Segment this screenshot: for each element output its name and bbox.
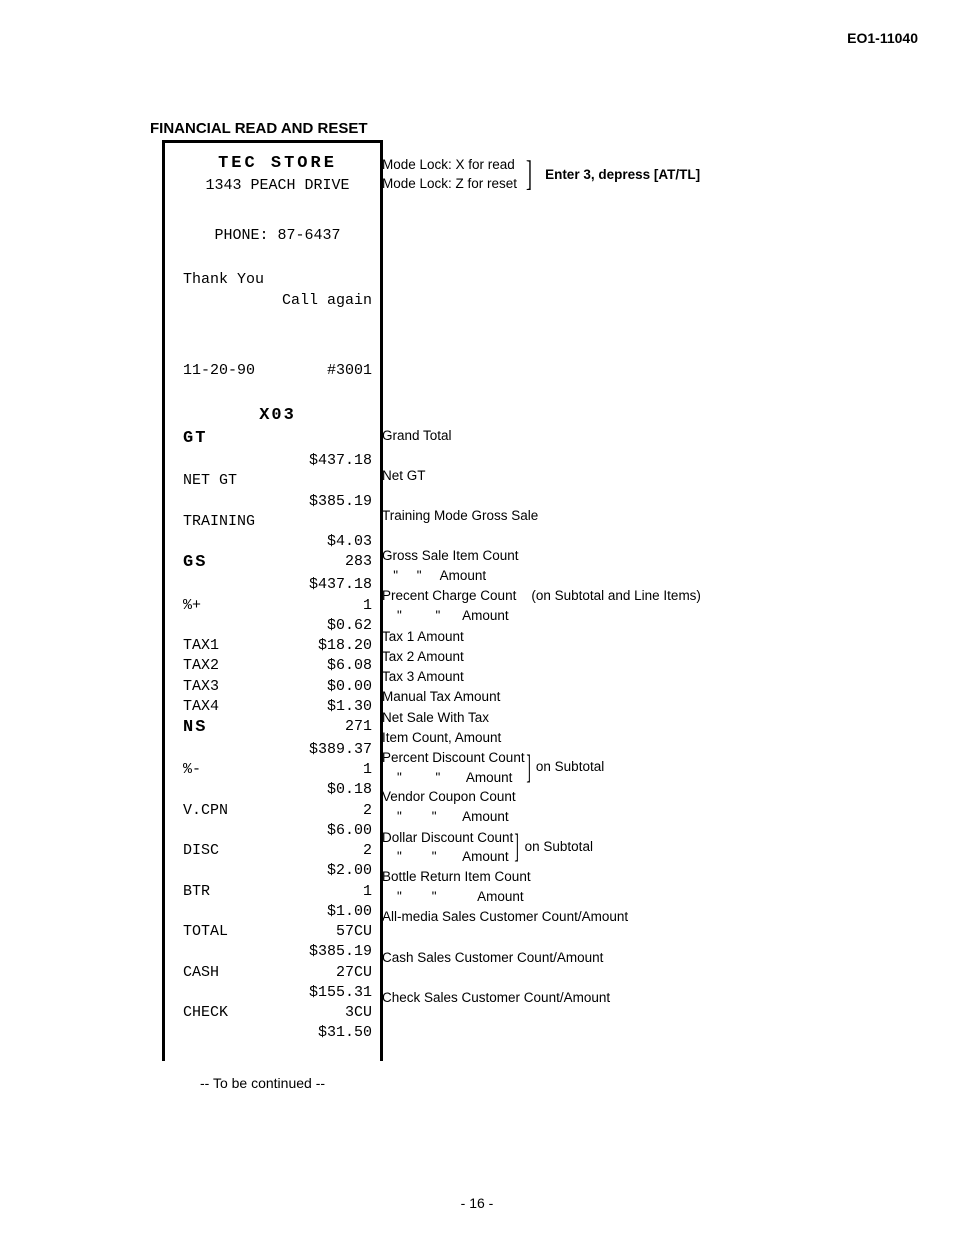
receipt-row: TRAINING [183,512,372,532]
report-code: X03 [183,405,372,428]
receipt-row: %+1 [183,596,372,616]
bracket-icon: ] [526,159,532,187]
ann-training: Training Mode Gross Sale [382,506,922,526]
receipt-row: %-1 [183,760,372,780]
ann-total: All-media Sales Customer Count/Amount [382,907,922,927]
enter-instruction: Enter 3, depress [AT/TL] [545,167,700,182]
receipt-row: GS283 [183,552,372,575]
page-number: - 16 - [0,1195,954,1211]
ann-tax4: Manual Tax Amount [382,687,922,707]
receipt-row: DISC2 [183,841,372,861]
store-address: 1343 PEACH DRIVE [183,176,372,196]
receipt-row: $0.18 [183,780,372,800]
mode-lock-z: Mode Lock: Z for reset [382,175,517,194]
ann-tax3: Tax 3 Amount [382,667,922,687]
receipt-row: $385.19 [183,492,372,512]
receipt-box: TEC STORE 1343 PEACH DRIVE PHONE: 87-643… [162,140,383,1061]
receipt-row: TOTAL57CU [183,922,372,942]
ann-pc2: " " Amount [382,606,922,626]
store-name: TEC STORE [183,153,372,176]
section-title: FINANCIAL READ AND RESET [150,120,368,137]
ann-netgt: Net GT [382,466,922,486]
ann-ns1: Net Sale With Tax [382,708,922,728]
ann-gt: Grand Total [382,426,922,446]
receipt-row: TAX1$18.20 [183,636,372,656]
receipt-row: $1.00 [183,902,372,922]
receipt-row: GT [183,428,372,451]
receipt-date: 11-20-90 [183,361,255,381]
receipt-number: #3001 [327,361,372,381]
ann-pc1: Precent Charge Count (on Subtotal and Li… [382,586,922,606]
mode-lock-x: Mode Lock: X for read [382,156,517,175]
continued-note: -- To be continued -- [200,1075,325,1091]
ann-btr2: " " Amount [382,887,922,907]
thank-you: Thank You [183,270,372,290]
ann-dollar-disc: Dollar Discount Count " " Amount ] on Su… [382,828,593,867]
ann-percent-disc: Percent Discount Count " " Amount ] on S… [382,748,604,787]
receipt-row: $6.00 [183,821,372,841]
receipt-row: $437.18 [183,575,372,595]
call-again: Call again [183,291,372,311]
receipt-row: NET GT [183,471,372,491]
receipt-row: TAX3$0.00 [183,677,372,697]
ann-tax2: Tax 2 Amount [382,647,922,667]
ann-cash: Cash Sales Customer Count/Amount [382,948,922,968]
receipt-row: $4.03 [183,532,372,552]
ann-gs2: " " Amount [382,566,922,586]
ann-tax1: Tax 1 Amount [382,627,922,647]
receipt-row: $0.62 [183,616,372,636]
ann-btr1: Bottle Return Item Count [382,867,922,887]
receipt-row: $155.31 [183,983,372,1003]
receipt-row: BTR1 [183,882,372,902]
receipt-row: V.CPN2 [183,801,372,821]
receipt-row: $31.50 [183,1023,372,1043]
receipt-row: $437.18 [183,451,372,471]
phone: PHONE: 87-6437 [183,226,372,246]
receipt-row: NS271 [183,717,372,740]
annotations: Mode Lock: X for read Mode Lock: Z for r… [382,150,922,1008]
receipt-row: $2.00 [183,861,372,881]
receipt-row: $385.19 [183,942,372,962]
ann-check: Check Sales Customer Count/Amount [382,988,922,1008]
receipt-row: TAX4$1.30 [183,697,372,717]
ann-vc1: Vendor Coupon Count [382,787,922,807]
receipt-row: CASH27CU [183,963,372,983]
receipt-row: CHECK3CU [183,1003,372,1023]
receipt-row: TAX2$6.08 [183,656,372,676]
document-id: EO1-11040 [847,30,918,46]
ann-vc2: " " Amount [382,807,922,827]
receipt-row: $389.37 [183,740,372,760]
ann-gs1: Gross Sale Item Count [382,546,922,566]
ann-ns2: Item Count, Amount [382,728,922,748]
